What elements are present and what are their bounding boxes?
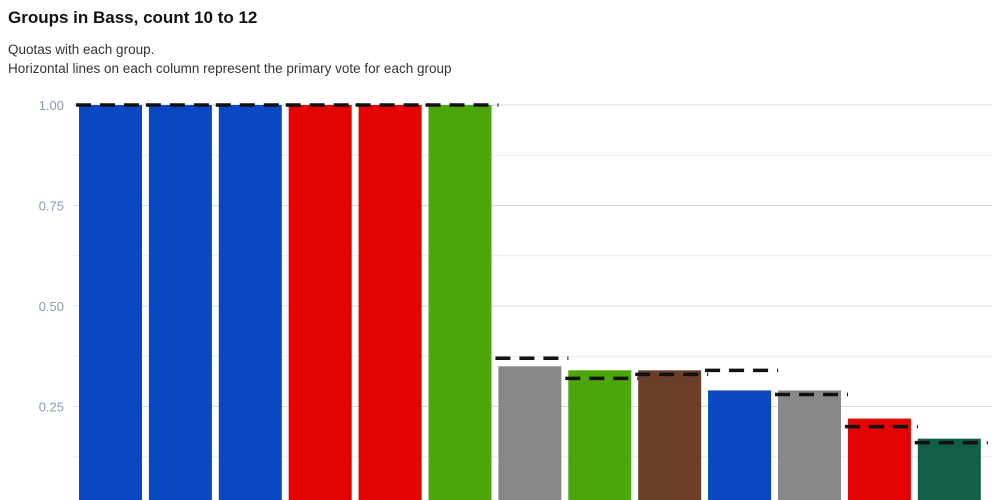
bar <box>358 105 422 500</box>
subtitle-line-1: Quotas with each group. <box>8 42 155 57</box>
bar <box>79 105 142 500</box>
bar <box>847 418 911 500</box>
bar <box>568 370 632 500</box>
primary-vote-lines <box>76 103 988 445</box>
subtitle-line-2: Horizontal lines on each column represen… <box>8 61 452 76</box>
bar <box>428 105 492 500</box>
bar <box>778 390 841 500</box>
bar <box>218 105 282 500</box>
y-tick-label: 0.50 <box>39 299 64 314</box>
y-axis-tick-labels: 0.25 0.50 0.75 1.00 <box>39 98 64 415</box>
bar <box>148 105 212 500</box>
bar <box>638 370 702 500</box>
y-tick-label: 0.75 <box>39 199 64 214</box>
y-tick-label: 0.25 <box>39 400 64 415</box>
y-tick-label: 1.00 <box>39 98 64 113</box>
bar <box>498 366 562 500</box>
bar <box>708 390 772 500</box>
bars <box>79 105 981 500</box>
bar <box>917 438 981 500</box>
chart-subtitle: Quotas with each group. Horizontal lines… <box>8 40 451 78</box>
chart-title: Groups in Bass, count 10 to 12 <box>8 8 258 27</box>
bar <box>288 105 352 500</box>
